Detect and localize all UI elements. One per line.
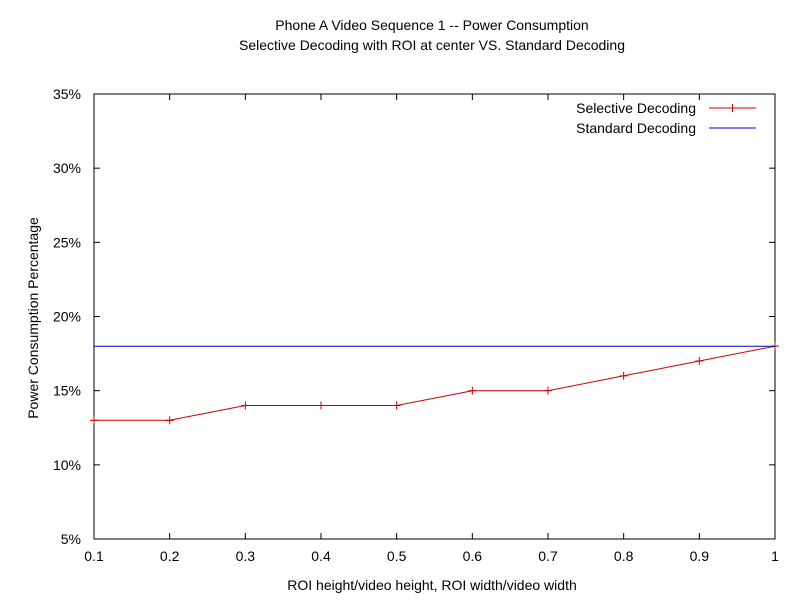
series-line-selective-decoding: [94, 345, 776, 421]
data-point-selective-decoding: [241, 401, 250, 410]
data-point-selective-decoding: [90, 416, 98, 425]
chart-subtitle: Selective Decoding with ROI at center VS…: [239, 37, 625, 53]
plot-frame: [93, 93, 776, 540]
data-point-selective-decoding: [392, 401, 401, 410]
y-tick-label: 5%: [61, 531, 81, 547]
x-tick-label: 0.5: [387, 548, 407, 564]
x-tick-label: 0.3: [236, 548, 256, 564]
y-tick-label: 30%: [53, 160, 81, 176]
x-tick-label: 0.8: [614, 548, 634, 564]
x-tick-label: 0.9: [690, 548, 710, 564]
legend-label: Standard Decoding: [576, 120, 696, 136]
data-point-selective-decoding: [165, 416, 174, 425]
legend: Selective Decoding Standard Decoding: [576, 100, 756, 136]
data-point-selective-decoding: [619, 371, 628, 380]
tick-layer: 0.1 0.2 0.3 0.4 0.5 0.6 0.7 0.8 0.9 15%10%15%20%2…: [53, 86, 779, 564]
x-tick-label: 0.2: [160, 548, 180, 564]
data-point-selective-decoding: [468, 386, 477, 395]
data-point-selective-decoding: [317, 401, 325, 410]
y-tick-label: 20%: [53, 309, 81, 325]
y-axis-label: Power Consumption Percentage: [25, 217, 41, 419]
x-tick-label: 0.4: [311, 548, 331, 564]
x-tick-label: 0.7: [538, 548, 558, 564]
legend-marker: [728, 104, 737, 112]
data-point-selective-decoding: [544, 386, 552, 395]
y-tick-label: 15%: [53, 383, 81, 399]
chart-title: Phone A Video Sequence 1 -- Power Consum…: [275, 17, 588, 33]
x-tick-label: 0.1: [84, 548, 104, 564]
y-tick-label: 10%: [53, 457, 81, 473]
x-tick-label: 1: [771, 548, 779, 564]
x-axis-label: ROI height/video height, ROI width/video…: [287, 577, 577, 593]
legend-label: Selective Decoding: [576, 100, 696, 116]
series-layer: [90, 342, 779, 425]
y-tick-label: 25%: [53, 234, 81, 250]
x-tick-label: 0.6: [463, 548, 483, 564]
y-tick-label: 35%: [53, 86, 81, 102]
data-point-selective-decoding: [695, 357, 704, 365]
